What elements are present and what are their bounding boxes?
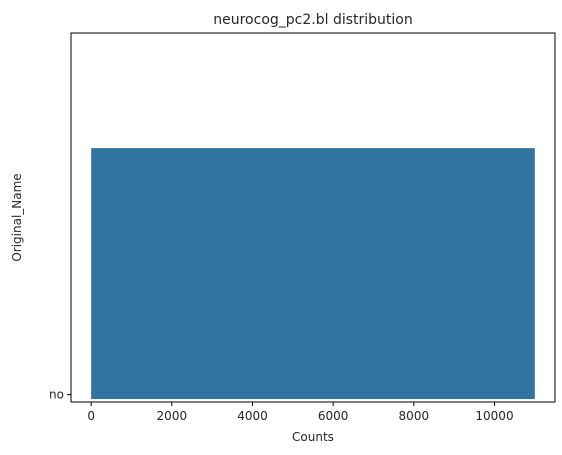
axes-frame (70, 32, 556, 403)
y-axis-label: Original_Name (10, 173, 24, 261)
chart-title: neurocog_pc2.bl distribution (213, 12, 412, 28)
x-tick-label-4: 8000 (399, 409, 430, 423)
x-tick-label-0: 0 (87, 409, 95, 423)
x-tick-label-2: 4000 (237, 409, 268, 423)
x-tick-label-5: 10000 (475, 409, 513, 423)
x-tick-label-3: 6000 (318, 409, 349, 423)
bar-1 (91, 148, 535, 400)
x-axis-ticks: 0 2000 4000 6000 8000 10000 (87, 402, 514, 423)
x-axis-label: Counts (292, 430, 334, 444)
bars-layer (91, 148, 535, 400)
y-tick-label-0: no (49, 388, 64, 402)
y-axis-ticks: no (49, 388, 71, 402)
x-tick-label-1: 2000 (157, 409, 188, 423)
